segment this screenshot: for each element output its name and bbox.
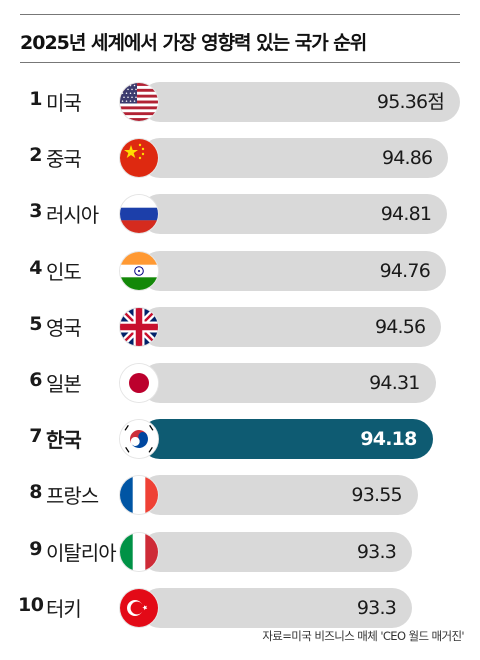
country-label: 이탈리아 [46,540,117,565]
flag-france-icon [120,476,158,515]
country-label: 미국 [46,91,82,115]
chart-row: 8 프랑스 93.55 [0,467,480,523]
flag-india-icon [120,251,158,290]
value-label: 94.56 [374,315,426,338]
flag-russia-icon [120,195,158,234]
flag-usa-icon [120,83,158,121]
chart-row: 2 중국 94.86 [0,130,480,186]
value-label: 94.31 [369,372,420,394]
country-label: 인도 [46,259,82,284]
value-label: 93.3 [356,540,397,563]
rank-label: 10 [18,593,44,616]
rank-label: 1 [29,88,42,110]
chart-row: 6 일본 94.31 [0,355,480,411]
country-label: 프랑스 [46,484,99,509]
rank-label: 3 [29,200,42,223]
rank-label: 6 [29,369,42,391]
value-label: 94.81 [380,203,432,226]
bar [140,531,412,572]
bar [140,138,449,179]
bar [140,363,436,403]
flag-japan-icon [120,364,158,402]
flag-china-icon [120,139,158,178]
chart-row: 4 인도 94.76 [0,243,480,299]
country-label: 한국 [46,428,82,453]
chart-row: 9 이탈리아 93.3 [0,524,480,580]
rank-label: 7 [29,425,42,448]
source-note: 자료=미국 비즈니스 매체 'CEO 월드 매거진' [262,629,464,643]
country-label: 일본 [46,372,82,396]
bar [140,194,448,235]
top-rule [20,14,460,15]
flag-turkey-icon [120,588,158,627]
country-label: 터키 [46,596,82,621]
chart-title: 2025년 세계에서 가장 영향력 있는 국가 순위 [20,32,367,54]
rank-label: 4 [29,256,42,279]
flag-italy-icon [120,532,158,571]
value-label: 95.36점 [376,91,445,113]
bar [140,475,418,516]
title-rule [20,62,460,63]
chart-row: 3 러시아 94.81 [0,186,480,242]
chart-row: 1 미국 95.36점 [0,74,480,130]
rank-label: 5 [29,312,42,335]
value-label: 94.76 [379,259,431,282]
rank-label: 9 [29,537,42,560]
value-label: 94.18 [360,428,417,451]
bar [140,306,442,347]
country-label: 중국 [46,147,82,172]
value-label: 93.55 [351,484,402,507]
bar [140,419,433,460]
flag-korea-icon [120,420,158,459]
bar [140,82,460,122]
chart-row: 5 영국 94.56 [0,299,480,355]
flag-uk-icon [120,307,158,346]
bar [140,250,447,291]
country-label: 러시아 [46,203,99,228]
rank-label: 2 [29,144,42,167]
chart-row: 10 터키 93.3 [0,580,480,636]
value-label: 93.3 [356,596,397,619]
value-label: 94.86 [381,147,433,170]
country-label: 영국 [46,315,82,340]
rank-label: 8 [29,481,42,504]
chart-row: 7 한국 94.18 [0,411,480,467]
bar [140,587,412,628]
